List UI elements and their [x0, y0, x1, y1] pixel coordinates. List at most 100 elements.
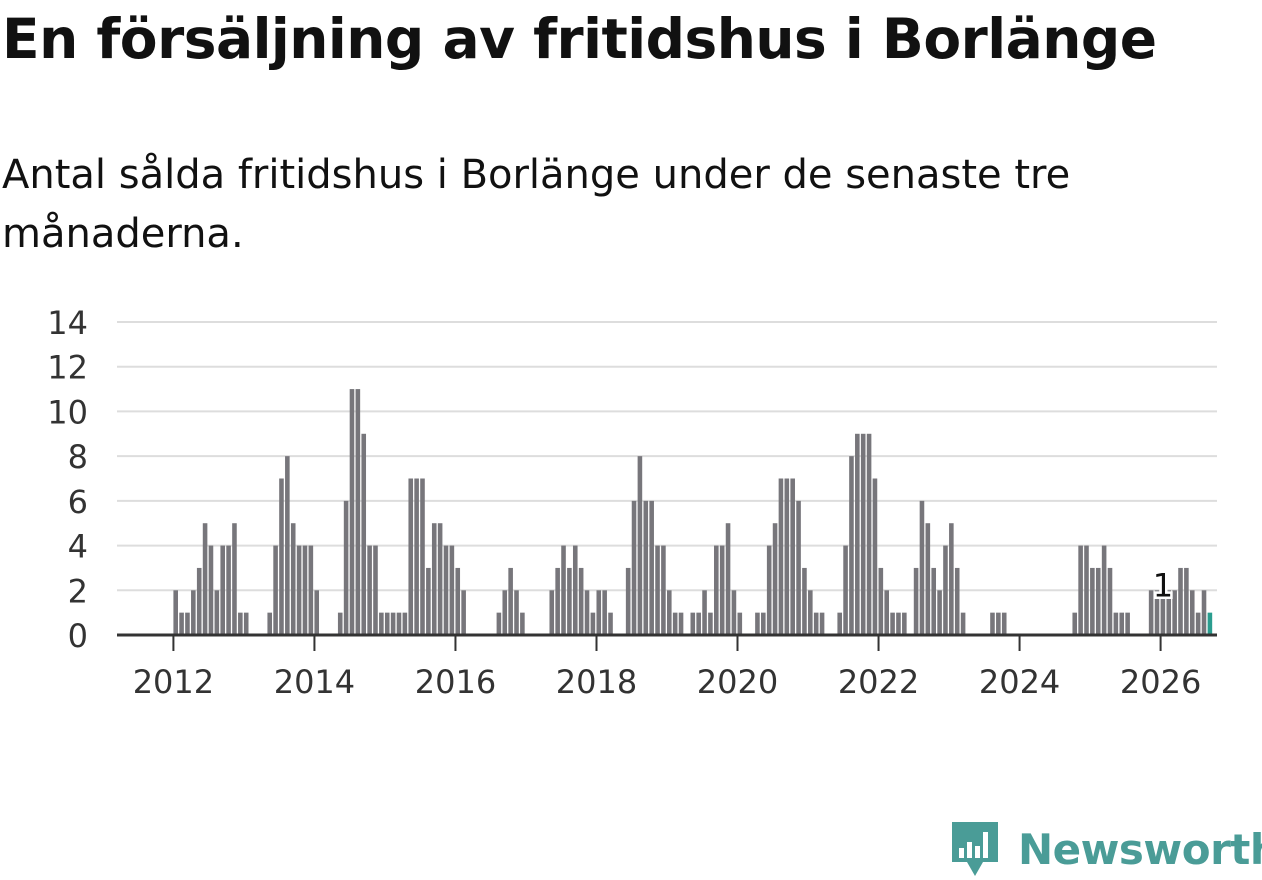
x-tick-label: 2014 [274, 663, 355, 701]
bar [549, 590, 555, 635]
bar [708, 612, 713, 635]
bar [655, 545, 660, 635]
bar [837, 612, 842, 635]
bar [631, 500, 637, 635]
y-tick-label: 10 [47, 393, 88, 431]
bar [819, 612, 825, 635]
bar [455, 567, 461, 635]
bar [843, 545, 848, 635]
bar [314, 590, 320, 635]
bar [1195, 612, 1201, 635]
bar [808, 590, 813, 635]
bar [196, 567, 202, 635]
bar [408, 478, 414, 635]
bar [943, 545, 948, 635]
x-tick-label: 2012 [133, 663, 214, 701]
bar [208, 545, 214, 635]
bar [702, 590, 707, 635]
bar [290, 523, 296, 635]
chart-subtitle: Antal sålda fritidshus i Borlänge under … [2, 152, 1071, 257]
x-tick-label: 2020 [697, 663, 778, 701]
bar [1201, 590, 1207, 635]
bar [1101, 545, 1107, 635]
bar [1166, 590, 1172, 635]
bar [890, 612, 895, 635]
bar [590, 612, 596, 635]
bar [191, 590, 196, 635]
bar [496, 612, 502, 635]
y-tick-label: 14 [47, 304, 88, 342]
bar [414, 478, 419, 635]
bar [913, 567, 919, 635]
bar [766, 545, 772, 635]
bar [761, 612, 766, 635]
y-tick-label: 0 [68, 617, 88, 655]
bar [426, 567, 431, 635]
newsworthy-logo[interactable]: Newsworthy [950, 818, 1262, 880]
bar [737, 612, 743, 635]
x-tick-label: 2018 [556, 663, 637, 701]
annotation: 1 [1150, 564, 1175, 607]
bar [449, 545, 455, 635]
bar [813, 612, 819, 635]
y-tick-label: 6 [68, 483, 88, 521]
bar [273, 545, 278, 635]
bar [308, 545, 314, 635]
y-axis-labels: 0 2 4 6 8 10 12 14 [47, 304, 88, 655]
bar [390, 612, 396, 635]
bar [1095, 567, 1101, 635]
bar [649, 500, 654, 635]
bar [179, 612, 184, 635]
bar [790, 478, 795, 635]
bar [202, 523, 208, 635]
bar [1113, 612, 1119, 635]
bar [226, 545, 231, 635]
bar [872, 478, 878, 635]
bar [937, 590, 942, 635]
bar [849, 456, 854, 635]
bar [461, 590, 466, 635]
bar [690, 612, 696, 635]
bar [643, 500, 649, 635]
bar [860, 433, 866, 635]
bar [1001, 612, 1007, 635]
bar [719, 545, 725, 635]
bar [1078, 545, 1083, 635]
bar [802, 567, 807, 635]
bar [884, 590, 889, 635]
bar [443, 545, 449, 635]
bar [238, 612, 243, 635]
bar [355, 389, 361, 635]
chart-title: En försäljning av fritidshus i Borlänge [2, 7, 1157, 71]
annotation-label: 1 [1153, 567, 1173, 605]
bar [949, 523, 954, 635]
bar [508, 567, 513, 635]
bar [396, 612, 402, 635]
bar [1084, 545, 1089, 635]
bar [555, 567, 560, 635]
bar [714, 545, 719, 635]
bar [296, 545, 302, 635]
x-tick-label: 2024 [979, 663, 1060, 701]
bar [755, 612, 760, 635]
newsworthy-logo-icon [952, 822, 998, 876]
bar [520, 612, 525, 635]
bar [572, 545, 578, 635]
bar [878, 567, 884, 635]
bar [367, 545, 372, 635]
x-tick-label: 2016 [415, 663, 496, 701]
bar [725, 523, 731, 635]
bar [1148, 590, 1154, 635]
bar [784, 478, 790, 635]
bar [302, 545, 308, 635]
bar [855, 433, 860, 635]
bar-highlighted [1207, 612, 1213, 635]
logo-text: Newsworthy [1018, 824, 1262, 874]
bar [596, 590, 602, 635]
bar [796, 500, 801, 635]
bar [1072, 612, 1078, 635]
bar [954, 567, 960, 635]
x-axis: 2012 2014 2016 2018 2020 2022 2024 2026 [117, 633, 1217, 701]
bar [866, 433, 872, 635]
bar [437, 523, 443, 635]
